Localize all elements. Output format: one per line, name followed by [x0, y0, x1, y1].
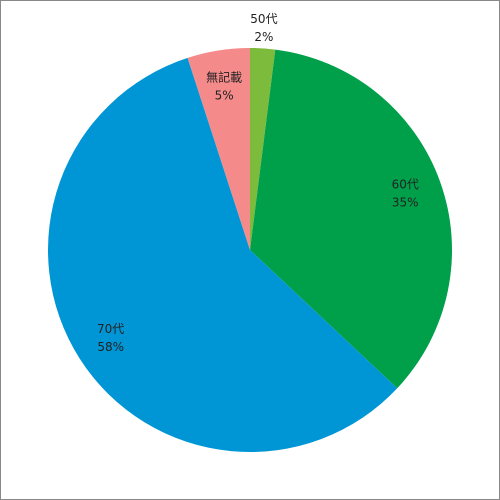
- pie-slice: [250, 48, 276, 250]
- pie-slice: [47, 57, 398, 452]
- pie-slice: [250, 49, 452, 389]
- slice-category-label: 60代: [392, 178, 419, 192]
- pie-slice: [187, 48, 250, 250]
- slice-value-label: 5%: [215, 89, 234, 103]
- slice-category-label: 50代: [250, 12, 277, 26]
- slice-value-label: 58%: [97, 340, 124, 354]
- slice-value-label: 35%: [392, 196, 419, 210]
- slice-category-label: 無記載: [206, 70, 242, 85]
- slice-category-label: 70代: [97, 322, 124, 336]
- slice-value-label: 2%: [254, 30, 273, 44]
